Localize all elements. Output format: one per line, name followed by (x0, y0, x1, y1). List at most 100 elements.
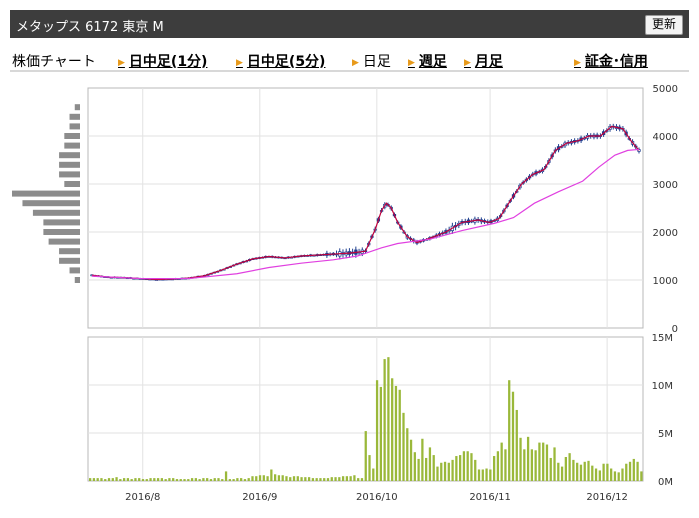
volume-bar (545, 444, 549, 481)
tab-margin[interactable]: ▶ 証金･信用 (574, 51, 648, 71)
volume-bar (160, 478, 164, 481)
volume-bar (594, 468, 598, 481)
tab-intraday-5min[interactable]: ▶ 日中足(5分) (236, 51, 325, 71)
volume-bar (251, 476, 254, 481)
volume-bar (315, 478, 318, 481)
volume-bar (451, 459, 454, 481)
volume-bar (406, 428, 409, 481)
price-panel-border (87, 87, 644, 329)
volume-bar (508, 380, 511, 481)
volume-bar (89, 478, 92, 481)
volume-bar (474, 459, 477, 481)
volume-bar (526, 436, 530, 481)
volume-profile-bar (59, 152, 80, 159)
volume-bar (440, 462, 443, 481)
volume-bar (334, 477, 337, 481)
volume-bar (636, 461, 639, 481)
volume-bar (511, 391, 515, 481)
volume-bar (296, 476, 299, 481)
volume-bar (500, 442, 503, 481)
volume-bar (183, 479, 186, 481)
volume-bar (179, 479, 182, 481)
volume-bar (436, 466, 439, 481)
volume-profile-bar (59, 171, 80, 178)
volume-bar (455, 456, 458, 481)
chart-period-tabs: 株価チャート ▶ 日中足(1分) ▶ 日中足(5分) ▶ 日足 ▶ 週足 ▶ 月足 ▶ 証金… (10, 50, 689, 72)
volume-bar (568, 453, 571, 481)
date-tick-label: 2016/8 (125, 492, 160, 503)
volume-bar (364, 431, 367, 481)
volume-bar (530, 449, 534, 481)
arrow-right-icon: ▶ (574, 58, 581, 68)
volume-bar (432, 455, 435, 481)
volume-bar (292, 476, 296, 481)
price-axis-labels: 5000 4000 3000 2000 1000 0 (653, 84, 678, 335)
volume-bar (130, 479, 133, 481)
volume-bar (602, 463, 605, 481)
volume-bar (213, 478, 216, 481)
volume-profile-bar (59, 161, 80, 168)
volume-bars (89, 357, 643, 481)
volume-bar (504, 449, 507, 481)
short-ma-line (91, 125, 640, 281)
price-plot-area (87, 87, 644, 329)
tab-intraday-1min-label: 日中足(1分) (128, 54, 208, 70)
volume-profile-bar (69, 123, 80, 130)
volume-profile-bar (64, 133, 80, 139)
price-tick-label: 5000 (653, 84, 678, 95)
volume-bar (466, 451, 469, 481)
refresh-button[interactable]: 更新 (644, 15, 683, 35)
volume-bar (413, 452, 416, 481)
volume-bar (323, 478, 326, 481)
arrow-right-icon: ▶ (118, 58, 125, 68)
volume-bar (640, 471, 643, 481)
volume-bar (232, 479, 235, 481)
volume-bar (360, 478, 364, 481)
date-tick-label: 2016/12 (586, 492, 628, 503)
volume-bar (240, 478, 243, 481)
tab-weekly[interactable]: ▶ 週足 (408, 51, 447, 71)
volume-bar (485, 468, 488, 481)
volume-bar (617, 472, 620, 481)
volume-bar (228, 479, 231, 481)
volume-bar (145, 479, 148, 481)
volume-profile-bar (12, 190, 80, 197)
volume-bar (319, 478, 322, 481)
volume-bar (409, 439, 413, 481)
volume-profile-bar (69, 267, 80, 274)
volume-bar (119, 479, 122, 481)
tab-margin-label: 証金･信用 (584, 54, 648, 70)
chart-type-label: 株価チャート (12, 54, 96, 70)
volume-bar (402, 412, 405, 481)
volume-bar (428, 447, 432, 481)
volume-bar (391, 378, 394, 481)
volume-bar (100, 478, 103, 481)
volume-bar (375, 380, 379, 481)
volume-bar (187, 479, 190, 481)
volume-bar (156, 478, 160, 481)
volume-profile-bar (43, 229, 80, 235)
volume-profile-bar (48, 238, 80, 245)
volume-bar (104, 479, 107, 481)
volume-bar (443, 461, 447, 481)
volume-bar (96, 478, 99, 481)
volume-bar (394, 385, 398, 481)
volume-bar (417, 458, 420, 481)
volume-bar (307, 477, 311, 481)
tab-monthly[interactable]: ▶ 月足 (464, 51, 503, 71)
volume-bar (134, 478, 137, 481)
date-tick-label: 2016/10 (356, 492, 398, 503)
price-tick-label: 2000 (653, 228, 678, 239)
tab-intraday-1min[interactable]: ▶ 日中足(1分) (118, 51, 207, 71)
volume-bar (462, 451, 466, 481)
volume-profile-bar (74, 277, 80, 283)
volume-bar (266, 476, 269, 481)
volume-bar (557, 462, 560, 481)
volume-bar (311, 478, 315, 481)
volume-bar (262, 475, 265, 481)
volume-bar (628, 461, 632, 481)
volume-bar (194, 478, 197, 481)
volume-bar (560, 466, 564, 481)
volume-bar (138, 478, 141, 481)
